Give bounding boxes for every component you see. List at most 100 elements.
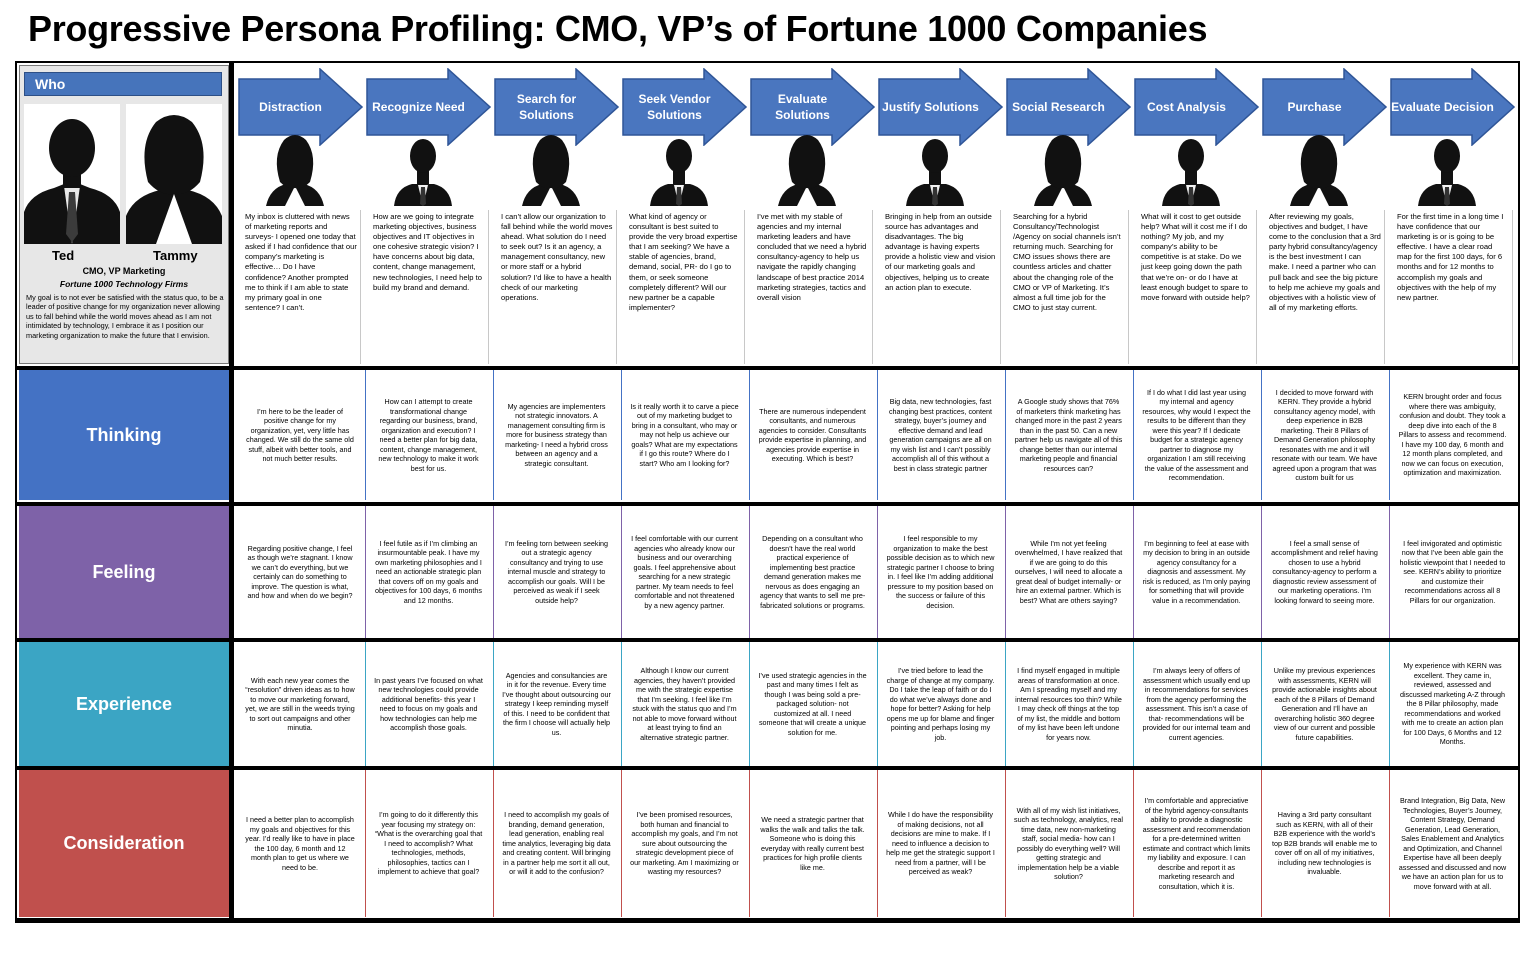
stage-thought: I can’t allow our organization to fall b…: [496, 210, 617, 364]
row-cell: There are numerous independent consultan…: [749, 370, 875, 500]
persona-company: Fortune 1000 Technology Firms: [59, 279, 189, 289]
row-cell: I feel invigorated and optimistic now th…: [1389, 506, 1515, 638]
stage-arrow-1: Distraction: [238, 68, 363, 146]
stage-arrow-10: Evaluate Decision: [1390, 68, 1515, 146]
female-silhouette-icon: [520, 128, 582, 206]
stage-label: Distraction: [259, 99, 322, 114]
female-photo-icon: [126, 104, 222, 244]
stage-label: Social Research: [1012, 99, 1105, 114]
male-silhouette-icon: [1416, 128, 1478, 206]
stage-label: Evaluate Solutions: [775, 91, 830, 122]
row-cell: I feel comfortable with our current agen…: [621, 506, 747, 638]
row-cell: My agencies are implementers not strateg…: [493, 370, 619, 500]
stage-label: Seek Vendor Solutions: [638, 91, 711, 122]
male-silhouette-icon: [648, 128, 710, 206]
row-cell: In past years I’ve focused on what new t…: [365, 642, 491, 766]
row-cell: I’m going to do it differently this year…: [365, 770, 491, 917]
column-divider: [229, 63, 234, 921]
page-title: Progressive Persona Profiling: CMO, VP’s…: [28, 8, 1208, 49]
stage-arrow-2: Recognize Need: [366, 68, 491, 146]
stage-arrow-4: Seek Vendor Solutions: [622, 68, 747, 146]
stage-thought: After reviewing my goals, objectives and…: [1264, 210, 1385, 364]
stage-label: Search for Solutions: [516, 91, 577, 122]
persona-name-ted: Ted: [52, 248, 75, 263]
male-silhouette-icon: [904, 128, 966, 206]
row-cell: How can I attempt to create transformati…: [365, 370, 491, 500]
row-cell: I feel a small sense of accomplishment a…: [1261, 506, 1387, 638]
row-cell: We need a strategic partner that walks t…: [749, 770, 875, 917]
row-cell: I need a better plan to accomplish my go…: [245, 815, 355, 872]
stage-label: Recognize Need: [372, 99, 465, 114]
female-silhouette-icon: [1288, 128, 1350, 206]
row-cell: I need to accomplish my goals of brandin…: [493, 770, 619, 917]
persona-goal: My goal is to not ever be satisfied with…: [26, 293, 224, 340]
row-divider: [15, 918, 1520, 921]
row-cell: While I do have the responsibility of ma…: [877, 770, 1003, 917]
row-cell: A Google study shows that 76% of markete…: [1005, 370, 1131, 500]
row-divider: [15, 366, 1520, 370]
row-cell: I’ve been promised resources, both human…: [621, 770, 747, 917]
row-cell: Is it really worth it to carve a piece o…: [621, 370, 747, 500]
row-cell: I feel responsible to my organization to…: [877, 506, 1003, 638]
stage-arrow-8: Cost Analysis: [1134, 68, 1259, 146]
row-cell: I decided to move forward with KERN. The…: [1261, 370, 1387, 500]
row-cell: Brand Integration, Big Data, New Technol…: [1389, 770, 1515, 917]
row-cell: I feel futile as if I’m climbing an insu…: [365, 506, 491, 638]
persona-role: CMO, VP Marketing: [82, 266, 166, 276]
row-label-experience: Experience: [19, 642, 229, 766]
diagram-frame: [15, 61, 1520, 923]
stage-arrow-7: Social Research: [1006, 68, 1131, 146]
male-silhouette-icon: [392, 128, 454, 206]
stage-arrow-3: Search for Solutions: [494, 68, 619, 146]
row-cell: Big data, new technologies, fast changin…: [877, 370, 1003, 500]
row-divider: [15, 502, 1520, 506]
row-cell: I’m here to be the leader of positive ch…: [246, 406, 354, 464]
stage-thought: For the first time in a long time I have…: [1392, 210, 1513, 364]
row-cell: I’ve used strategic agencies in the past…: [749, 642, 875, 766]
row-cell: I’m comfortable and appreciative of the …: [1133, 770, 1259, 917]
stage-thought: How are we going to integrate marketing …: [368, 210, 489, 364]
stage-thought: What kind of agency or consultant is bes…: [624, 210, 745, 364]
row-cell: I’m beginning to feel at ease with my de…: [1133, 506, 1259, 638]
row-label-thinking: Thinking: [19, 370, 229, 500]
row-cell: Although I know our current agencies, th…: [621, 642, 747, 766]
row-label-feeling: Feeling: [19, 506, 229, 638]
row-cell: Depending on a consultant who doesn’t ha…: [749, 506, 875, 638]
stage-thought: Searching for a hybrid Consultancy/Techn…: [1008, 210, 1129, 364]
row-cell: KERN brought order and focus where there…: [1389, 370, 1515, 500]
row-cell: While I’m not yet feeling overwhelmed, I…: [1005, 506, 1131, 638]
male-silhouette-icon: [1160, 128, 1222, 206]
stage-thought: My inbox is cluttered with news of marke…: [240, 210, 361, 364]
row-cell: Having a 3rd party consultant such as KE…: [1261, 770, 1387, 917]
female-silhouette-icon: [1032, 128, 1094, 206]
male-photo-icon: [24, 104, 120, 244]
row-label-consideration: Consideration: [19, 770, 229, 917]
persona-name-tammy: Tammy: [153, 248, 198, 263]
stage-thought: Bringing in help from an outside source …: [880, 210, 1001, 364]
stage-label: Justify Solutions: [882, 99, 979, 114]
row-cell: With all of my wish list initiatives, su…: [1005, 770, 1131, 917]
row-cell: With each new year comes the “resolution…: [245, 675, 355, 733]
stage-thought: I’ve met with my stable of agencies and …: [752, 210, 873, 364]
row-cell: Agencies and consultancies are in it for…: [493, 642, 619, 766]
stage-label: Cost Analysis: [1147, 99, 1226, 114]
row-cell: I find myself engaged in multiple areas …: [1005, 642, 1131, 766]
row-cell: My experience with KERN was excellent. T…: [1389, 642, 1515, 766]
stage-arrow-5: Evaluate Solutions: [750, 68, 875, 146]
row-cell: Regarding positive change, I feel as tho…: [247, 543, 353, 601]
row-cell: I’m always leery of offers of assessment…: [1133, 642, 1259, 766]
row-cell: Unlike my previous experiences with asse…: [1261, 642, 1387, 766]
stage-arrow-9: Purchase: [1262, 68, 1387, 146]
row-cell: I’ve tried before to lead the charge of …: [877, 642, 1003, 766]
row-cell: If I do what I did last year using my in…: [1133, 370, 1259, 500]
row-divider: [15, 638, 1520, 642]
stage-arrow-6: Justify Solutions: [878, 68, 1003, 146]
row-divider: [15, 766, 1520, 770]
row-cell: I’m feeling torn between seeking out a s…: [493, 506, 619, 638]
female-silhouette-icon: [776, 128, 838, 206]
stage-label: Purchase: [1287, 99, 1342, 114]
stage-thought: What will it cost to get outside help? W…: [1136, 210, 1257, 364]
who-panel: Who Ted Tammy CMO, VP Marketing Fortune …: [19, 65, 229, 364]
stage-label: Evaluate Decision: [1391, 99, 1494, 114]
female-silhouette-icon: [264, 128, 326, 206]
